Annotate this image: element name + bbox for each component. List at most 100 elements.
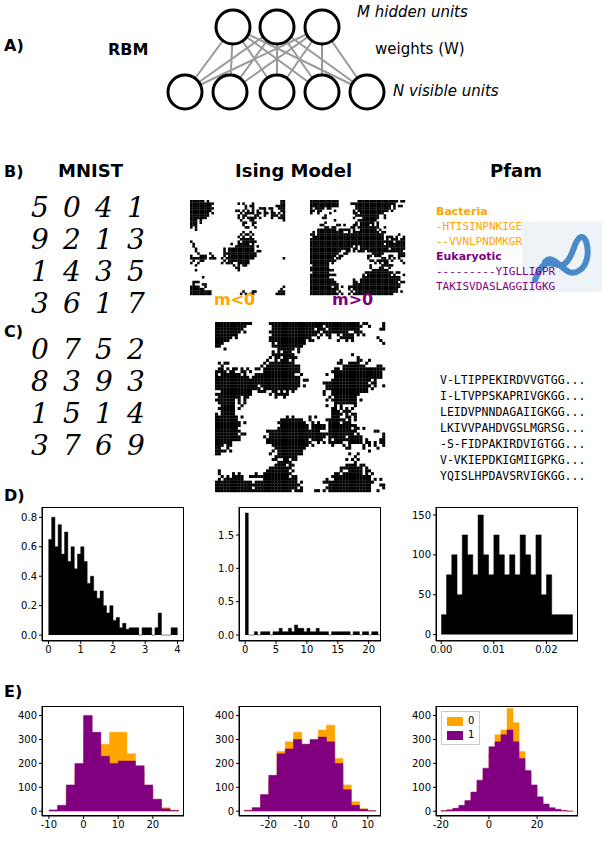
html-text:N visible units: N visible units (393, 82, 499, 100)
html-text:Ising Model: Ising Model (235, 160, 353, 181)
svg-text:10: 10 (112, 819, 125, 830)
svg-text:200: 200 (412, 758, 431, 769)
svg-text:0.2: 0.2 (21, 600, 37, 611)
html-text:3: 3 (31, 287, 49, 320)
svg-text:300: 300 (18, 734, 37, 745)
html-text:3: 3 (31, 429, 49, 462)
svg-text:0: 0 (486, 819, 492, 830)
html-text:1: 1 (31, 397, 49, 430)
html-text:B): B) (4, 162, 24, 181)
html-text:C): C) (4, 322, 24, 341)
svg-text:400: 400 (215, 710, 234, 721)
svg-text:20: 20 (531, 819, 544, 830)
svg-text:-10: -10 (294, 819, 310, 830)
html-text:RBM: RBM (108, 40, 149, 59)
html-text:9: 9 (127, 429, 145, 462)
html-text:E): E) (4, 682, 23, 701)
html-text:5: 5 (63, 397, 81, 430)
svg-text:0.00: 0.00 (430, 644, 452, 655)
html-text:Pfam: Pfam (490, 160, 542, 181)
html-text:4: 4 (63, 255, 81, 288)
svg-text:1: 1 (78, 644, 84, 655)
svg-text:50: 50 (418, 589, 431, 600)
svg-text:0.02: 0.02 (535, 644, 557, 655)
html-text:7: 7 (63, 333, 81, 366)
html-text:7: 7 (127, 287, 145, 320)
svg-text:20: 20 (146, 819, 159, 830)
html-text:1: 1 (31, 255, 49, 288)
svg-text:0: 0 (425, 629, 431, 640)
svg-text:0: 0 (425, 806, 431, 817)
html-text:1: 1 (95, 223, 113, 256)
svg-text:10: 10 (301, 644, 314, 655)
html-text:1: 1 (95, 287, 113, 320)
html-text:weights (W): weights (W) (375, 40, 465, 58)
svg-text:0.8: 0.8 (21, 512, 37, 523)
svg-text:1.0: 1.0 (218, 563, 234, 574)
html-text:3: 3 (63, 365, 81, 398)
html-text:0: 0 (31, 333, 49, 366)
svg-text:100: 100 (18, 782, 37, 793)
html-text:4: 4 (127, 397, 145, 430)
svg-text:100: 100 (215, 782, 234, 793)
svg-text:0.0: 0.0 (21, 630, 37, 641)
svg-text:200: 200 (215, 758, 234, 769)
html-text:MNIST: MNIST (58, 160, 123, 181)
svg-text:2: 2 (110, 644, 116, 655)
html-text:I-LTVPPSKAPRIVGKGG...: I-LTVPPSKAPRIVGKGG... (440, 389, 586, 403)
svg-text:400: 400 (412, 710, 431, 721)
html-text:0: 0 (63, 191, 81, 224)
html-text:A): A) (4, 36, 24, 55)
svg-text:0: 0 (228, 806, 234, 817)
svg-text:0: 0 (45, 644, 51, 655)
svg-text:0.01: 0.01 (483, 644, 505, 655)
svg-text:0.0: 0.0 (218, 630, 234, 641)
svg-text:-20: -20 (433, 819, 449, 830)
html-text:m>0: m>0 (332, 290, 374, 309)
svg-text:0: 0 (80, 819, 86, 830)
html-text:2: 2 (127, 333, 145, 366)
html-text:3: 3 (127, 223, 145, 256)
html-text:7: 7 (63, 429, 81, 462)
svg-text:0.6: 0.6 (21, 541, 37, 552)
html-text:M hidden units: M hidden units (357, 3, 468, 21)
html-text:8: 8 (31, 365, 49, 398)
svg-text:0: 0 (31, 806, 37, 817)
svg-text:100: 100 (412, 782, 431, 793)
html-text:2: 2 (63, 223, 81, 256)
html-text:D): D) (4, 486, 25, 505)
html-text:5: 5 (95, 333, 113, 366)
svg-text:-10: -10 (41, 819, 57, 830)
html-text:6: 6 (95, 429, 113, 462)
svg-text:-20: -20 (261, 819, 277, 830)
html-text:1: 1 (127, 191, 145, 224)
html-text:3: 3 (127, 365, 145, 398)
svg-text:20: 20 (362, 644, 375, 655)
html-text:9: 9 (31, 223, 49, 256)
svg-text:1.5: 1.5 (218, 530, 234, 541)
svg-text:10: 10 (361, 819, 374, 830)
html-text:4: 4 (95, 191, 113, 224)
svg-text:0.5: 0.5 (218, 596, 234, 607)
html-text:m<0: m<0 (214, 290, 256, 309)
html-text:9: 9 (95, 365, 113, 398)
svg-text:300: 300 (215, 734, 234, 745)
svg-text:0: 0 (242, 644, 248, 655)
html-text:5: 5 (31, 191, 49, 224)
svg-text:400: 400 (18, 710, 37, 721)
html-text:V-LTIPPEKIRDVVGTGG...: V-LTIPPEKIRDVVGTGG... (440, 373, 586, 387)
svg-text:5: 5 (273, 644, 279, 655)
svg-text:100: 100 (412, 549, 431, 560)
svg-text:15: 15 (331, 644, 344, 655)
svg-text:150: 150 (412, 510, 431, 521)
svg-text:0.4: 0.4 (21, 571, 37, 582)
html-text:5: 5 (127, 255, 145, 288)
html-text:6: 6 (63, 287, 81, 320)
svg-text:4: 4 (174, 644, 180, 655)
html-text:1: 1 (95, 397, 113, 430)
svg-text:300: 300 (412, 734, 431, 745)
svg-text:3: 3 (142, 644, 148, 655)
svg-text:200: 200 (18, 758, 37, 769)
html-text:3: 3 (95, 255, 113, 288)
svg-text:0: 0 (332, 819, 338, 830)
